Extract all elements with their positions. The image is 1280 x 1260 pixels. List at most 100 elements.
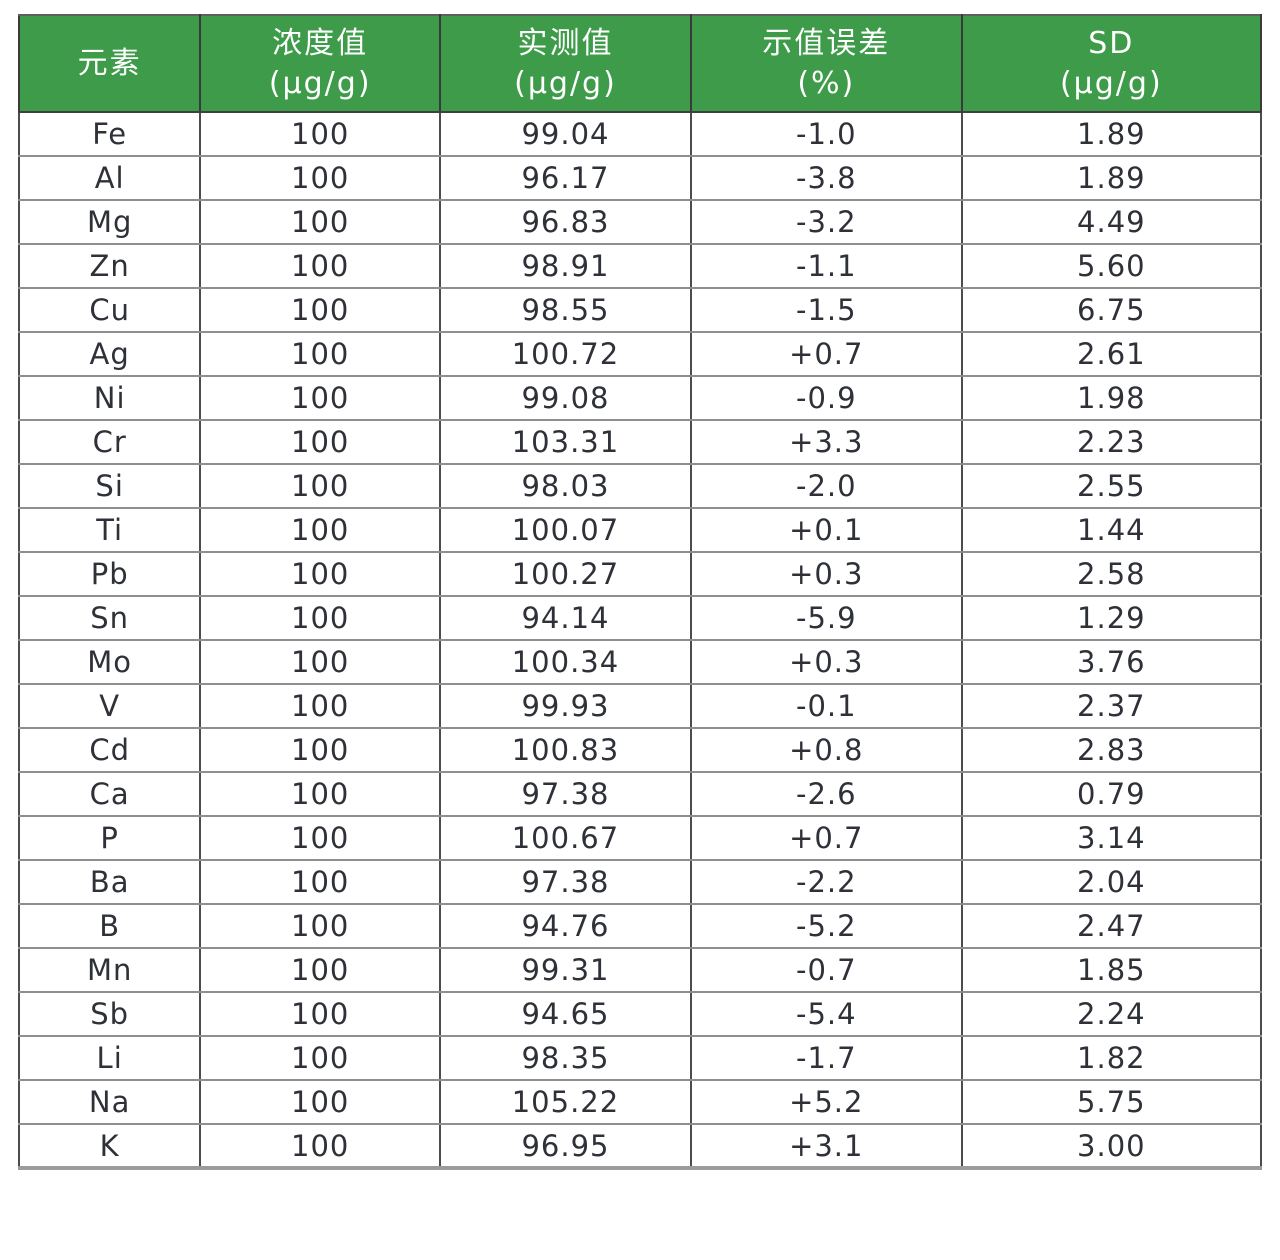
table-body: Fe 100 99.04 -1.0 1.89 Al 100 96.17 -3.8… (17, 111, 1263, 1169)
table-row: B 100 94.76 -5.2 2.47 (17, 903, 1263, 949)
column-title-measured: 实测值 (517, 25, 614, 61)
cell-sd: 5.75 (960, 1079, 1263, 1125)
cell-concentration: 100 (199, 947, 442, 993)
cell-concentration: 100 (199, 551, 442, 597)
cell-concentration: 100 (199, 507, 442, 553)
cell-concentration: 100 (199, 991, 442, 1037)
cell-error: +3.3 (689, 419, 963, 465)
cell-sd: 5.60 (960, 243, 1263, 289)
cell-measured: 100.67 (439, 815, 692, 861)
cell-element: Ba (17, 859, 202, 905)
cell-sd: 3.00 (960, 1123, 1263, 1169)
cell-element: Ag (17, 331, 202, 377)
cell-error: +0.3 (689, 551, 963, 597)
header-cell-element: 元素 (17, 14, 202, 113)
cell-measured: 94.65 (439, 991, 692, 1037)
cell-concentration: 100 (199, 155, 442, 201)
cell-error: -5.4 (689, 991, 963, 1037)
column-unit-sd: (μg/g) (1059, 65, 1163, 101)
table-row: Pb 100 100.27 +0.3 2.58 (17, 551, 1263, 597)
cell-concentration: 100 (199, 727, 442, 773)
cell-error: +0.1 (689, 507, 963, 553)
table-row: Zn 100 98.91 -1.1 5.60 (17, 243, 1263, 289)
cell-sd: 4.49 (960, 199, 1263, 245)
cell-sd: 1.44 (960, 507, 1263, 553)
cell-measured: 99.04 (439, 111, 692, 157)
cell-concentration: 100 (199, 463, 442, 509)
cell-measured: 100.83 (439, 727, 692, 773)
cell-error: -1.7 (689, 1035, 963, 1081)
table-row: Na 100 105.22 +5.2 5.75 (17, 1079, 1263, 1125)
cell-element: Sb (17, 991, 202, 1037)
table-row: Ni 100 99.08 -0.9 1.98 (17, 375, 1263, 421)
cell-concentration: 100 (199, 683, 442, 729)
cell-error: -0.1 (689, 683, 963, 729)
table-row: Mg 100 96.83 -3.2 4.49 (17, 199, 1263, 245)
table-row: Si 100 98.03 -2.0 2.55 (17, 463, 1263, 509)
column-unit-concentration: (μg/g) (268, 65, 372, 101)
table-row: Sb 100 94.65 -5.4 2.24 (17, 991, 1263, 1037)
cell-sd: 2.47 (960, 903, 1263, 949)
cell-error: +0.8 (689, 727, 963, 773)
cell-measured: 94.76 (439, 903, 692, 949)
column-title-sd: SD (1088, 25, 1135, 61)
header-cell-concentration: 浓度值 (μg/g) (199, 14, 442, 113)
cell-element: Mn (17, 947, 202, 993)
column-unit-error: (%) (797, 65, 856, 101)
cell-element: V (17, 683, 202, 729)
cell-sd: 1.89 (960, 111, 1263, 157)
cell-concentration: 100 (199, 1079, 442, 1125)
cell-concentration: 100 (199, 287, 442, 333)
cell-concentration: 100 (199, 595, 442, 641)
cell-element: Ti (17, 507, 202, 553)
cell-measured: 105.22 (439, 1079, 692, 1125)
cell-measured: 98.03 (439, 463, 692, 509)
table-row: Cu 100 98.55 -1.5 6.75 (17, 287, 1263, 333)
column-unit-measured: (μg/g) (514, 65, 617, 101)
cell-concentration: 100 (199, 111, 442, 157)
cell-element: Al (17, 155, 202, 201)
cell-error: -5.2 (689, 903, 963, 949)
cell-element: Si (17, 463, 202, 509)
cell-error: -1.1 (689, 243, 963, 289)
cell-sd: 1.89 (960, 155, 1263, 201)
cell-element: P (17, 815, 202, 861)
cell-measured: 97.38 (439, 771, 692, 817)
cell-sd: 1.82 (960, 1035, 1263, 1081)
cell-element: Mg (17, 199, 202, 245)
cell-concentration: 100 (199, 903, 442, 949)
cell-element: B (17, 903, 202, 949)
cell-element: Na (17, 1079, 202, 1125)
cell-measured: 98.55 (439, 287, 692, 333)
cell-sd: 2.83 (960, 727, 1263, 773)
cell-element: Zn (17, 243, 202, 289)
element-calibration-table: 元素 浓度值 (μg/g) 实测值 (μg/g) 示值误差 (%) SD (μg… (17, 14, 1263, 1170)
cell-concentration: 100 (199, 1123, 442, 1169)
cell-element: Sn (17, 595, 202, 641)
cell-measured: 100.34 (439, 639, 692, 685)
cell-error: -0.9 (689, 375, 963, 421)
cell-measured: 100.72 (439, 331, 692, 377)
table-row: Mo 100 100.34 +0.3 3.76 (17, 639, 1263, 685)
table-row: Ag 100 100.72 +0.7 2.61 (17, 331, 1263, 377)
cell-measured: 96.83 (439, 199, 692, 245)
cell-measured: 97.38 (439, 859, 692, 905)
cell-error: +5.2 (689, 1079, 963, 1125)
cell-sd: 2.37 (960, 683, 1263, 729)
cell-sd: 2.55 (960, 463, 1263, 509)
cell-error: -5.9 (689, 595, 963, 641)
cell-concentration: 100 (199, 375, 442, 421)
cell-error: -2.2 (689, 859, 963, 905)
column-title-concentration: 浓度值 (272, 25, 369, 61)
cell-sd: 1.85 (960, 947, 1263, 993)
cell-sd: 0.79 (960, 771, 1263, 817)
cell-element: Ca (17, 771, 202, 817)
cell-concentration: 100 (199, 419, 442, 465)
table-row: Ca 100 97.38 -2.6 0.79 (17, 771, 1263, 817)
table-row: Sn 100 94.14 -5.9 1.29 (17, 595, 1263, 641)
table-row: Cr 100 103.31 +3.3 2.23 (17, 419, 1263, 465)
cell-element: Cr (17, 419, 202, 465)
table-row: Ba 100 97.38 -2.2 2.04 (17, 859, 1263, 905)
cell-sd: 1.29 (960, 595, 1263, 641)
cell-sd: 3.76 (960, 639, 1263, 685)
